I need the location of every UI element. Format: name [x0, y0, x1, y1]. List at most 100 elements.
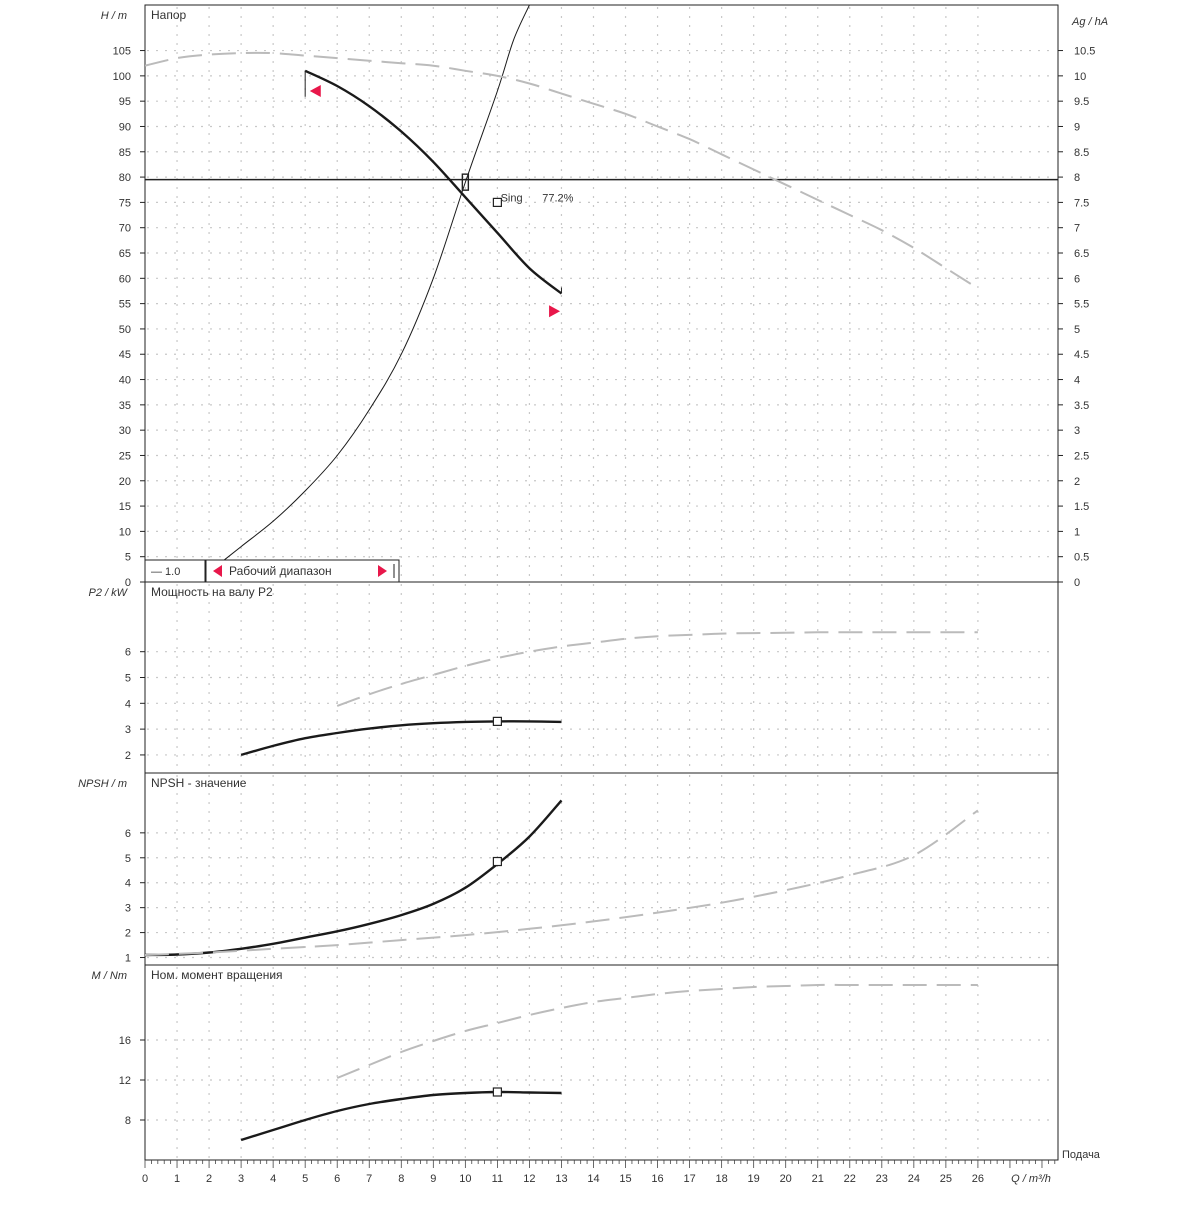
x-tick-label: 13	[555, 1173, 567, 1185]
range-marker-right	[549, 305, 561, 318]
y-tick-label: 75	[119, 197, 131, 209]
y2-tick-label: 9	[1074, 121, 1080, 133]
duty-point-marker	[492, 716, 502, 726]
x-tick-label: 17	[683, 1173, 695, 1185]
x-tick-label: 9	[430, 1173, 436, 1185]
pump-curve	[304, 69, 563, 295]
y-tick-label: 85	[119, 147, 131, 159]
y2-tick-label: 10	[1074, 71, 1086, 83]
panel-frame	[144, 772, 1059, 966]
y2-tick-label: 1	[1074, 526, 1080, 538]
legend-item-2: Рабочий диапазон	[229, 564, 332, 578]
y2-tick-label: 6	[1074, 273, 1080, 285]
y-tick-label: 16	[119, 1035, 131, 1047]
y-axis-label: M / Nm	[92, 970, 127, 982]
y-tick-label: 50	[119, 324, 131, 336]
y-tick-label: 10	[119, 526, 131, 538]
panel-torque: 8 12 16 M / Nm Ном. момент вращения	[92, 964, 1059, 1161]
max-curve	[145, 51, 979, 290]
y-tick-label: 15	[119, 501, 131, 513]
x-tick-label: 14	[587, 1173, 599, 1185]
y2-axis-label: Ag / hA	[1071, 16, 1108, 28]
y2-tick-label: 8.5	[1074, 147, 1089, 159]
x-tick-label: 20	[780, 1173, 792, 1185]
grid-npsh	[147, 775, 1056, 963]
y-tick-label: 40	[119, 375, 131, 387]
legend-item-1: — 1.0	[151, 566, 180, 578]
x-axis-label: Q / m³/h	[1011, 1173, 1051, 1185]
system-curve	[221, 5, 530, 563]
max-curve	[145, 809, 979, 956]
panel-frame	[144, 964, 1059, 1161]
x-tick-label: 0	[142, 1173, 148, 1185]
legend: — 1.0 Рабочий диапазон	[144, 559, 400, 583]
y-tick-label: 35	[119, 400, 131, 412]
operating-point-marker	[461, 173, 470, 191]
y-tick-label: 65	[119, 248, 131, 260]
y-tick-label: 30	[119, 425, 131, 437]
y-tick-label: 5	[125, 552, 131, 564]
x-tick-label: 2	[206, 1173, 212, 1185]
y-tick-label: 0	[125, 577, 131, 589]
y2-tick-label: 7	[1074, 223, 1080, 235]
x-tick-label: 7	[366, 1173, 372, 1185]
panel-frame	[144, 4, 1059, 583]
y-tick-label: 5	[125, 673, 131, 685]
y-tick-label: 95	[119, 96, 131, 108]
y-tick-label: 4	[125, 878, 131, 890]
y-tick-label: 3	[125, 903, 131, 915]
y-tick-label: 5	[125, 853, 131, 865]
panel-title: NPSH - значение	[151, 776, 247, 790]
pump-curve	[240, 720, 562, 757]
y2-tick-label: 4.5	[1074, 349, 1089, 361]
grid-head	[147, 7, 1056, 580]
y-axis-label: P2 / kW	[88, 587, 128, 599]
efficiency-annotation: Sing	[501, 193, 523, 205]
max-curve	[336, 983, 978, 1079]
x-tick-label: 3	[238, 1173, 244, 1185]
y2-tick-label: 7.5	[1074, 197, 1089, 209]
y-tick-label: 90	[119, 121, 131, 133]
x-tick-label: 21	[812, 1173, 824, 1185]
y-tick-label: 25	[119, 450, 131, 462]
duty-point-marker	[492, 1087, 502, 1097]
x-axis-corner-label: Подача	[1062, 1149, 1101, 1161]
y-tick-label: 105	[113, 46, 131, 58]
y-tick-label: 8	[125, 1115, 131, 1127]
x-tick-label: 24	[908, 1173, 920, 1185]
x-tick-label: 16	[651, 1173, 663, 1185]
y-tick-label: 100	[113, 71, 131, 83]
series-group	[240, 631, 978, 757]
y2-tick-label: 4	[1074, 375, 1080, 387]
y2-tick-label: 1.5	[1074, 501, 1089, 513]
x-tick-label: 26	[972, 1173, 984, 1185]
max-curve	[336, 631, 978, 707]
y-tick-label: 20	[119, 476, 131, 488]
y-tick-label: 55	[119, 299, 131, 311]
pump-curve	[145, 799, 563, 957]
y2-tick-label: 5.5	[1074, 299, 1089, 311]
y-tick-label: 2	[125, 750, 131, 762]
x-tick-label: 11	[492, 1173, 503, 1185]
legend-left-arrow-icon	[213, 565, 222, 577]
y-axis-label: NPSH / m	[78, 778, 127, 790]
x-tick-label: 19	[748, 1173, 760, 1185]
x-tick-label: 5	[302, 1173, 308, 1185]
panel-npsh: 1 2 3 4 5 6 NPSH / m NPSH - значение	[78, 772, 1059, 966]
duty-point-marker	[492, 856, 502, 867]
x-tick-label: 1	[174, 1173, 180, 1185]
range-marker-left	[309, 85, 321, 98]
panel-title: Напор	[151, 8, 187, 22]
y-tick-label: 12	[119, 1075, 131, 1087]
y-axis-label: H / m	[101, 10, 127, 22]
y-tick-label: 45	[119, 349, 131, 361]
x-tick-label: 12	[523, 1173, 535, 1185]
panel-title: Ном. момент вращения	[151, 968, 283, 982]
y2-tick-label: 3	[1074, 425, 1080, 437]
y2-tick-label: 6.5	[1074, 248, 1089, 260]
grid-torque	[147, 967, 1056, 1158]
y-tick-label: 1	[125, 953, 131, 965]
x-axis: 0 1 2 3 4 5 6 7 8 9 10 11 12 13 14 15 16 17 18 19 20 21 22 23 24…	[142, 1149, 1101, 1185]
